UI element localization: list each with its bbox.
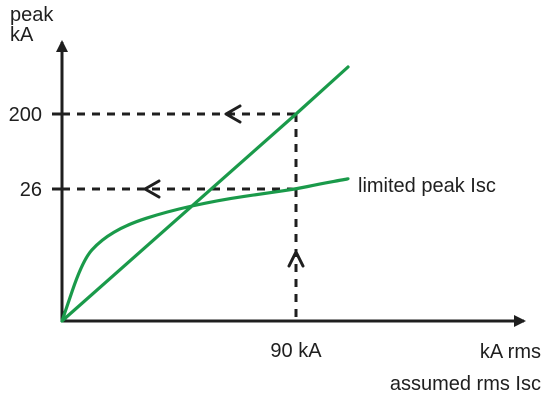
y-axis-title-line2: kA: [10, 24, 34, 46]
guide-arrows: [143, 104, 305, 268]
arrow-left-26: [143, 179, 161, 199]
y-tick-label: 26: [20, 179, 42, 201]
y-axis-title-line1: peak: [10, 4, 54, 26]
arrow-left-200: [224, 104, 242, 124]
series-label-limited: limited peak Isc: [358, 175, 496, 197]
reference-lines: [52, 112, 298, 321]
series-line-limited: [60, 177, 350, 323]
x-axis-title-line2: assumed rms Isc: [390, 373, 541, 395]
y-tick-label: 200: [9, 104, 42, 126]
arrow-up-90: [287, 250, 305, 268]
x-tick-label: 90 kA: [270, 340, 322, 362]
series-layer: [60, 65, 350, 323]
series-line-prospective: [60, 65, 350, 323]
x-axis-title-line1: kA rms: [480, 341, 541, 363]
